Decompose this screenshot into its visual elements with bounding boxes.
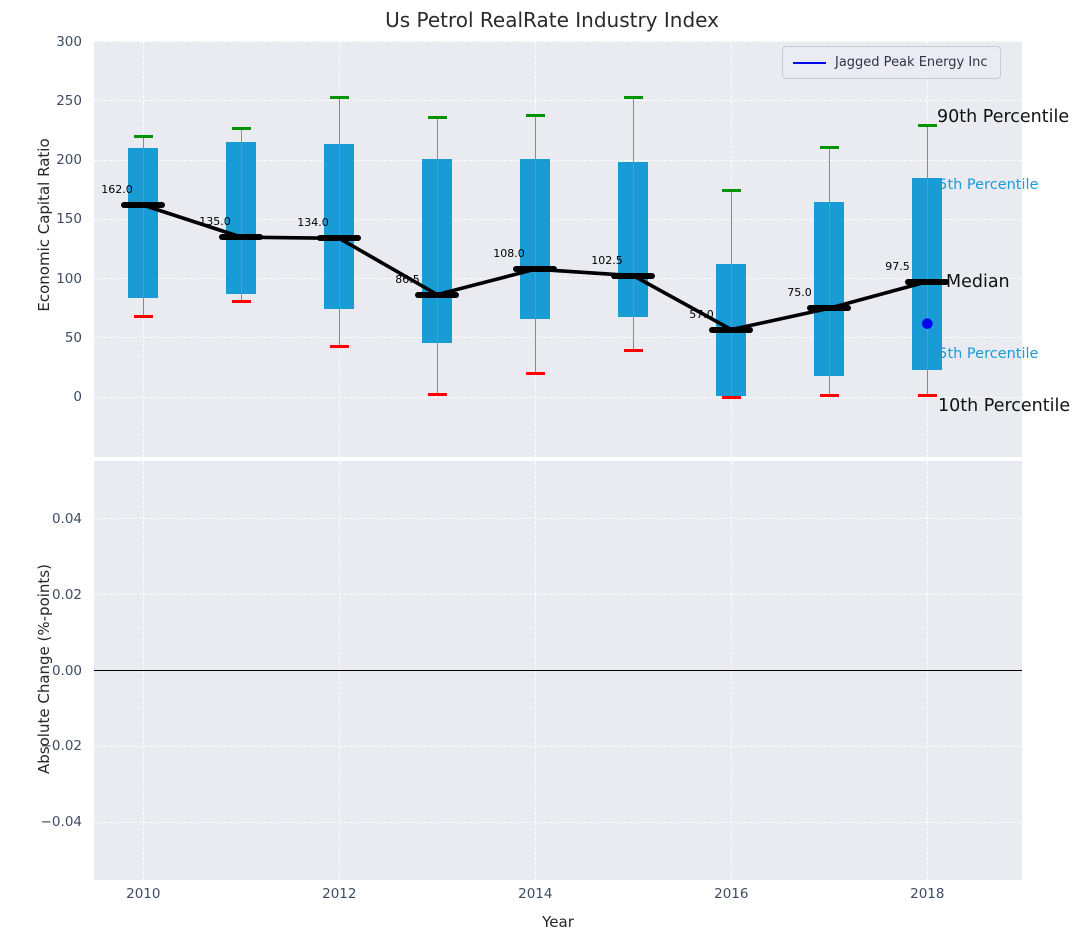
gridline-horizontal (94, 159, 1022, 161)
right-label-p25: 25th Percentile (929, 345, 1039, 362)
gridline-horizontal (94, 821, 1022, 823)
whisker-line (632, 97, 634, 351)
y-tick-label-top: 150 (56, 211, 82, 228)
median-value-annotation: 97.5 (885, 259, 910, 273)
gridline-horizontal (94, 594, 1022, 596)
median-value-annotation: 108.0 (493, 247, 525, 261)
company-data-point (922, 318, 933, 329)
p10-cap (525, 371, 545, 375)
whisker-line (240, 128, 242, 302)
x-tick-label: 2014 (518, 886, 553, 902)
bottom-plot-area (94, 461, 1022, 880)
zero-change-line (94, 669, 1022, 672)
x-axis-label: Year (542, 913, 574, 931)
whisker-line (828, 147, 830, 396)
whisker-line (534, 115, 536, 374)
p10-cap (133, 315, 153, 319)
y-tick-label-top: 50 (64, 329, 82, 346)
median-trend-line-layer (142, 203, 933, 332)
p90-cap (623, 95, 643, 99)
median-marker (611, 272, 656, 279)
gridline-horizontal (94, 278, 1022, 280)
gridline-horizontal (94, 100, 1022, 102)
whisker-line (436, 117, 438, 395)
x-tick-label: 2012 (322, 886, 357, 902)
gridline-horizontal (94, 337, 1022, 339)
right-label-p90: 90th Percentile (937, 107, 1070, 128)
median-marker (709, 326, 754, 333)
p10-cap (721, 395, 741, 399)
p90-cap (427, 115, 447, 119)
median-value-annotation: 102.5 (591, 253, 623, 267)
whisker-line (338, 97, 340, 347)
p10-cap (917, 394, 937, 398)
y-tick-label-bottom: −0.02 (40, 738, 82, 755)
median-value-annotation: 134.0 (297, 216, 329, 230)
whisker-line (926, 125, 928, 396)
y-tick-label-top: 200 (56, 152, 82, 169)
x-tick-label: 2016 (714, 886, 749, 902)
top-plot-area: 162.0 135.0 134.0 86.5 108.0 102.5 57.0 75.0 97.… (94, 41, 1022, 457)
right-label-median: Median (946, 271, 1010, 292)
p90-cap (819, 145, 839, 149)
y-tick-label-bottom: 0.00 (51, 662, 82, 679)
median-marker (219, 234, 264, 241)
gridline-horizontal (94, 396, 1022, 398)
gridline-horizontal (94, 41, 1022, 43)
gridline-horizontal (94, 518, 1022, 520)
median-marker (415, 291, 460, 298)
median-value-annotation: 135.0 (199, 215, 231, 229)
x-tick-label: 2010 (126, 886, 161, 902)
y-tick-label-top: 0 (73, 389, 82, 406)
y-tick-label-bottom: 0.02 (51, 586, 82, 603)
p10-cap (231, 299, 251, 303)
y-tick-label-top: 300 (56, 33, 82, 50)
median-value-annotation: 57.0 (689, 307, 714, 321)
p90-cap (133, 134, 153, 138)
legend-entry-label: Jagged Peak Energy Inc (835, 55, 988, 70)
legend-line-icon (793, 61, 826, 64)
whisker-line (730, 190, 732, 398)
x-tick-label: 2018 (910, 886, 945, 902)
median-value-annotation: 162.0 (101, 183, 133, 197)
right-label-p75: 75th Percentile (929, 176, 1039, 193)
median-marker (807, 305, 852, 312)
legend: Jagged Peak Energy Inc (782, 46, 1001, 79)
gridline-horizontal (94, 218, 1022, 220)
whisker-line (142, 136, 144, 317)
chart-title: Us Petrol RealRate Industry Index (385, 8, 719, 32)
p10-cap (819, 394, 839, 398)
p90-cap (721, 189, 741, 193)
p90-cap (329, 95, 349, 99)
right-label-p10: 10th Percentile (938, 395, 1071, 416)
p90-cap (917, 124, 937, 128)
median-value-annotation: 86.5 (395, 272, 420, 286)
gridline-horizontal (94, 745, 1022, 747)
median-marker (317, 235, 362, 242)
p10-cap (427, 393, 447, 397)
y-tick-label-top: 100 (56, 270, 82, 287)
y-tick-label-top: 250 (56, 92, 82, 109)
median-marker (905, 278, 950, 285)
median-value-annotation: 75.0 (787, 286, 812, 300)
y-tick-label-bottom: 0.04 (51, 510, 82, 527)
median-marker (121, 202, 166, 209)
p10-cap (329, 344, 349, 348)
median-marker (513, 266, 558, 273)
p90-cap (231, 126, 251, 130)
y-tick-label-bottom: −0.04 (40, 814, 82, 831)
p10-cap (623, 349, 643, 353)
p90-cap (525, 113, 545, 117)
